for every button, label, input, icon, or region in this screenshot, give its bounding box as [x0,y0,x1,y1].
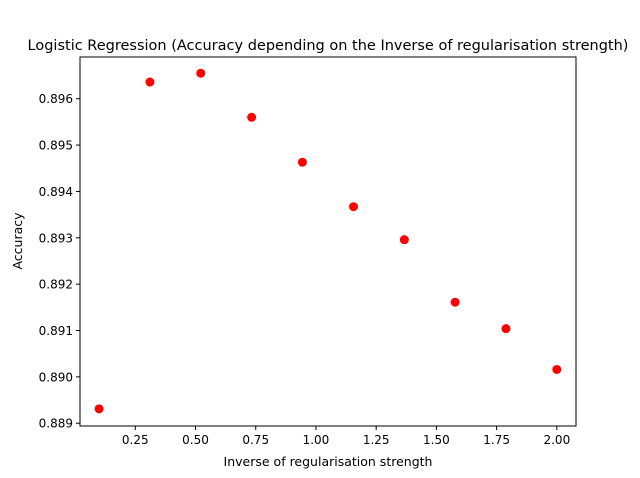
y-axis: 0.889 0.890 0.891 0.892 0.893 0.894 0.895 0.896 [39,92,80,431]
y-axis-label: Accuracy [10,212,25,270]
x-tick-label: 1.25 [363,433,390,447]
data-point [552,364,562,374]
y-tick-label: 0.889 [39,417,73,431]
data-point [501,324,511,334]
x-axis: 0.25 0.50 0.75 1.00 1.25 1.50 1.75 2.00 [122,426,570,447]
y-tick-label: 0.893 [39,231,73,245]
data-point [349,202,359,212]
data-point [297,157,307,167]
data-point [247,112,257,122]
axes-frame [79,56,577,427]
data-point [399,235,409,245]
x-tick-label: 0.50 [182,433,209,447]
data-point [94,404,104,414]
x-tick-label: 0.75 [242,433,269,447]
data-point [450,297,460,307]
data-point [196,68,206,78]
x-axis-label: Inverse of regularisation strength [224,454,433,469]
x-tick-label: 1.50 [423,433,450,447]
x-tick-label: 0.25 [122,433,149,447]
data-point [145,77,155,87]
x-tick-label: 1.75 [483,433,510,447]
plot-area [94,68,562,414]
y-tick-label: 0.890 [39,370,73,384]
y-tick-label: 0.894 [39,185,73,199]
y-tick-label: 0.896 [39,92,73,106]
y-tick-label: 0.895 [39,139,73,153]
y-tick-label: 0.891 [39,324,73,338]
x-tick-label: 2.00 [543,433,570,447]
x-tick-label: 1.00 [303,433,330,447]
y-tick-label: 0.892 [39,278,73,292]
chart-title: Logistic Regression (Accuracy depending … [28,38,629,54]
